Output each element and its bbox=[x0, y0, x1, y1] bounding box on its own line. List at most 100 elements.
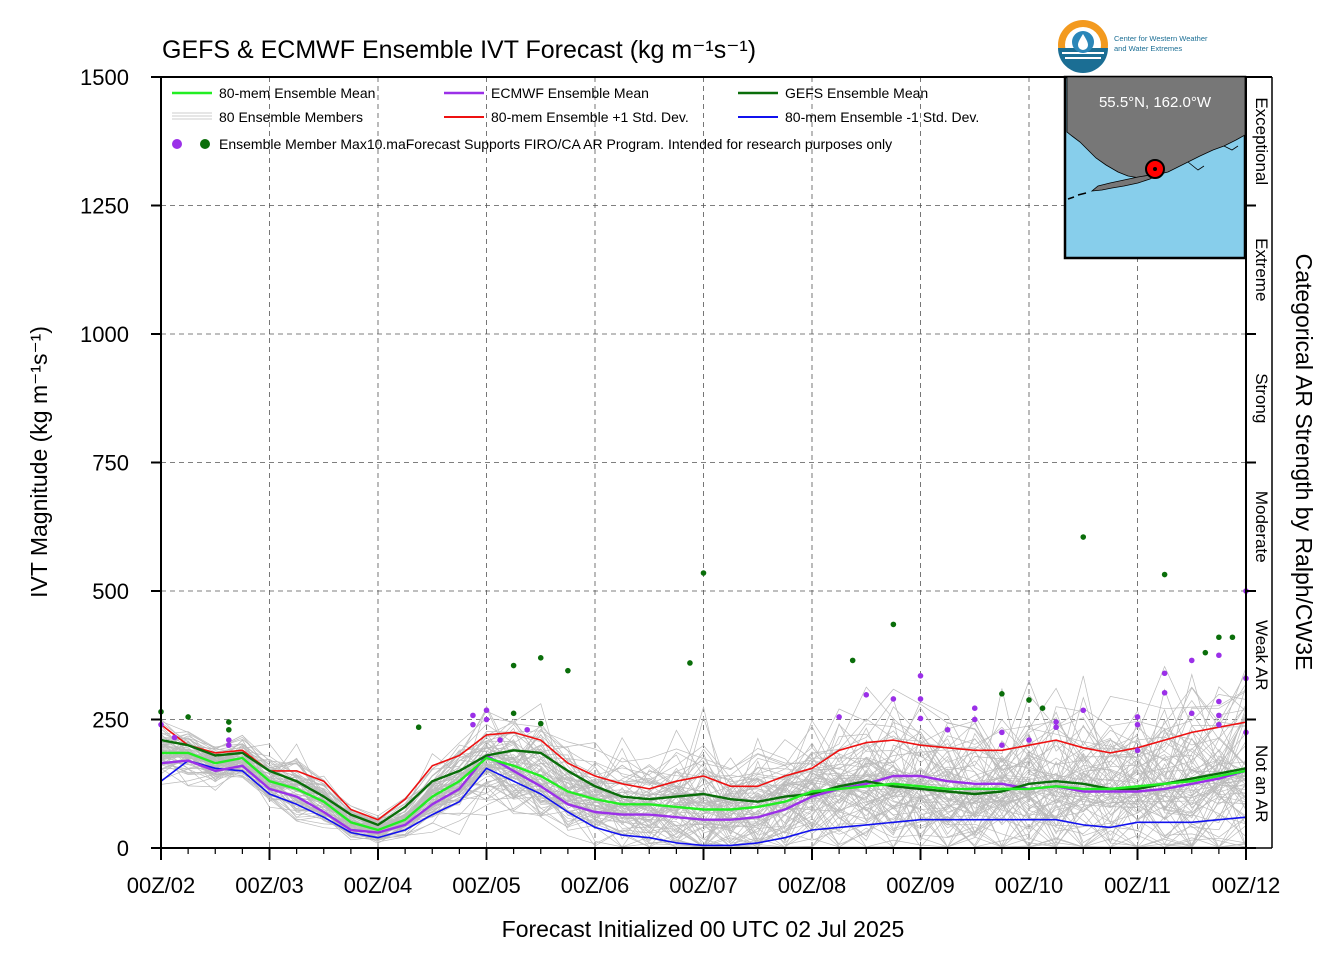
x-tick-label: 00Z/09 bbox=[886, 873, 955, 898]
x-tick-label: 00Z/02 bbox=[127, 873, 196, 898]
series-line bbox=[160, 738, 1247, 827]
ecmwf-max-point bbox=[524, 726, 530, 733]
y-ticks: 0 250 500 750 1000 1250 1500 bbox=[80, 65, 1256, 861]
ecmwf-max-point bbox=[917, 673, 924, 679]
gefs-max-point bbox=[999, 691, 1005, 697]
y-tick-label: 500 bbox=[92, 579, 129, 604]
ensemble-member-line bbox=[160, 715, 1247, 828]
gefs-max-point bbox=[687, 660, 693, 666]
ensemble-member-line bbox=[160, 720, 1247, 833]
ecmwf-max-point bbox=[226, 737, 232, 743]
ecmwf-max-point bbox=[917, 715, 924, 722]
ecmwf-max-point bbox=[999, 742, 1005, 748]
ecmwf-max-point bbox=[863, 692, 870, 698]
ecmwf-max-point bbox=[497, 737, 503, 743]
gefs-max-point bbox=[537, 720, 544, 727]
legend-dot-ecmwf-max bbox=[172, 139, 182, 149]
ensemble-member-line bbox=[160, 761, 1247, 848]
disclaimer-text: Forecast Supports FIRO/CA AR Program. In… bbox=[406, 136, 892, 152]
x-tick-label: 00Z/07 bbox=[669, 873, 738, 898]
x-axis-label: Forecast Initialized 00 UTC 02 Jul 2025 bbox=[502, 916, 905, 942]
ensemble-member-line bbox=[160, 740, 1247, 831]
legend-label-minus-std: 80-mem Ensemble -1 Std. Dev. bbox=[785, 109, 979, 125]
ecmwf-max-point bbox=[171, 734, 178, 741]
ecmwf-max-point bbox=[1053, 724, 1059, 731]
y-tick-label: 1000 bbox=[80, 322, 129, 347]
ensemble-member-line bbox=[160, 711, 1247, 827]
gefs-max-point bbox=[1229, 634, 1236, 641]
legend-label-max-text: Ensemble Member Max10.ma bbox=[219, 136, 406, 152]
gefs-max-point bbox=[185, 714, 191, 720]
x-tick-label: 00Z/06 bbox=[561, 873, 630, 898]
ar-category-label: Strong bbox=[1252, 373, 1271, 423]
ecmwf-max-point bbox=[1161, 670, 1168, 677]
legend-label-80mem-mean: 80-mem Ensemble Mean bbox=[219, 85, 375, 101]
ensemble-member-line bbox=[160, 740, 1247, 836]
x-ticks: 00Z/02 00Z/03 00Z/04 00Z/05 00Z/06 00Z/07 00Z/… bbox=[127, 848, 1281, 898]
legend-label-gefs-mean: GEFS Ensemble Mean bbox=[785, 85, 928, 101]
gefs-max-point bbox=[415, 724, 422, 731]
series-line bbox=[160, 759, 1247, 847]
cw3e-logo: Center for Western Weather and Water Ext… bbox=[1058, 20, 1208, 73]
ecmwf-max-point bbox=[1216, 721, 1222, 728]
inset-coordinates: 55.5°N, 162.0°W bbox=[1099, 94, 1212, 111]
gefs-max-point bbox=[537, 655, 544, 661]
ecmwf-max-point bbox=[836, 714, 842, 720]
ecmwf-max-point bbox=[999, 729, 1005, 736]
ar-category-label: Exceptional bbox=[1252, 97, 1271, 185]
location-inset-map: 55.5°N, 162.0°W bbox=[1063, 75, 1247, 260]
ecmwf-max-point bbox=[1134, 714, 1141, 720]
ar-category-labels: Not an AR Weak AR Moderate Strong Extreme Exc… bbox=[1252, 97, 1271, 822]
ensemble-member-line bbox=[160, 687, 1247, 817]
ensemble-member-line bbox=[160, 737, 1247, 848]
y-tick-label: 0 bbox=[117, 836, 129, 861]
right-axis-label: Categorical AR Strength by Ralph/CW3E bbox=[1291, 254, 1317, 671]
ensemble-member-line bbox=[160, 759, 1247, 848]
legend-label-ecmwf-mean: ECMWF Ensemble Mean bbox=[491, 85, 649, 101]
bay-coastline bbox=[1187, 145, 1239, 171]
gefs-max-point bbox=[849, 657, 856, 664]
gefs-max-point bbox=[890, 621, 897, 628]
legend-swatch-members bbox=[172, 112, 212, 120]
x-tick-label: 00Z/04 bbox=[344, 873, 413, 898]
series-line bbox=[160, 721, 1247, 821]
ecmwf-max-point bbox=[1080, 707, 1087, 714]
ecmwf-max-point bbox=[470, 721, 476, 728]
ecmwf-max-point bbox=[1216, 698, 1222, 705]
gefs-max-point bbox=[1039, 705, 1046, 711]
gefs-max-point bbox=[1216, 634, 1222, 641]
x-tick-label: 00Z/03 bbox=[235, 873, 304, 898]
logo-text-line1: Center for Western Weather bbox=[1114, 34, 1208, 43]
ecmwf-max-point bbox=[1216, 652, 1222, 659]
ecmwf-max-point bbox=[1216, 712, 1222, 719]
x-tick-label: 00Z/08 bbox=[778, 873, 847, 898]
ecmwf-max-point bbox=[1134, 721, 1141, 728]
ecmwf-max-point bbox=[971, 705, 978, 711]
ecmwf-max-point bbox=[1161, 689, 1168, 696]
legend-label-members: 80 Ensemble Members bbox=[219, 109, 363, 125]
y-tick-label: 250 bbox=[92, 708, 129, 733]
chart-title: GEFS & ECMWF Ensemble IVT Forecast (kg m… bbox=[162, 36, 756, 64]
ecmwf-max-point bbox=[1053, 719, 1059, 725]
ecmwf-max-point bbox=[890, 696, 897, 702]
gefs-max-point bbox=[1202, 649, 1209, 656]
legend-dot-gefs-max bbox=[200, 139, 210, 149]
y-tick-label: 1250 bbox=[80, 194, 129, 219]
ecmwf-max-point bbox=[1026, 737, 1032, 743]
x-tick-label: 00Z/05 bbox=[452, 873, 521, 898]
ecmwf-max-point bbox=[917, 696, 924, 702]
ensemble-member-line bbox=[160, 686, 1247, 825]
gefs-max-point bbox=[1161, 571, 1168, 578]
ecmwf-max-point bbox=[226, 742, 232, 748]
legend: 80-mem Ensemble Mean ECMWF Ensemble Mean… bbox=[172, 85, 979, 152]
ensemble-member-line bbox=[160, 751, 1247, 848]
ar-category-label: Extreme bbox=[1252, 238, 1271, 301]
gefs-max-point bbox=[1026, 697, 1032, 703]
y-axis-label: IVT Magnitude (kg m⁻¹s⁻¹) bbox=[26, 326, 52, 598]
ecmwf-max-point bbox=[1188, 657, 1195, 664]
x-tick-label: 00Z/10 bbox=[995, 873, 1064, 898]
x-tick-label: 00Z/12 bbox=[1212, 873, 1281, 898]
ecmwf-max-point bbox=[483, 707, 490, 714]
ecmwf-max-point bbox=[1134, 747, 1141, 754]
gefs-max-point bbox=[510, 662, 517, 669]
